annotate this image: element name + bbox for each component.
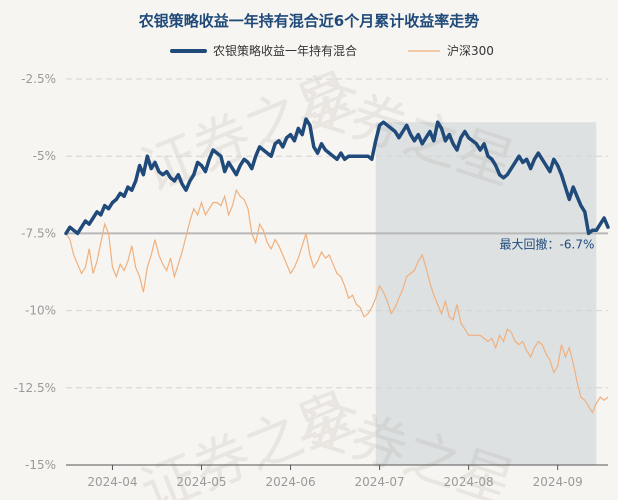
y-axis: -2.5% -5% -7.5% -10% -12.5% -15% xyxy=(14,72,56,472)
y-tick-label: -15% xyxy=(25,458,56,472)
legend-label-fund: 农银策略收益一年持有混合 xyxy=(213,43,357,58)
x-tick-label: 2024-06 xyxy=(265,475,315,489)
x-tick-label: 2024-04 xyxy=(87,475,137,489)
legend-label-index: 沪深300 xyxy=(447,44,494,58)
y-tick-label: -5% xyxy=(33,149,56,163)
x-tick-label: 2024-05 xyxy=(176,475,226,489)
y-tick-label: -10% xyxy=(25,304,56,318)
legend: 农银策略收益一年持有混合 沪深300 xyxy=(170,43,494,58)
x-tick-label: 2024-08 xyxy=(444,475,494,489)
max-drawdown-area xyxy=(375,122,597,466)
y-tick-label: -12.5% xyxy=(14,381,56,395)
max-drawdown-label: 最大回撤：-6.7% xyxy=(500,236,595,251)
y-tick-label: -2.5% xyxy=(21,72,56,86)
x-tick-label: 2024-09 xyxy=(533,475,583,489)
x-axis: 2024-04 2024-05 2024-06 2024-07 2024-08 2024-… xyxy=(87,465,583,489)
index-line xyxy=(65,188,609,414)
y-tick-label: -7.5% xyxy=(21,226,56,240)
x-tick-label: 2024-07 xyxy=(355,475,405,489)
fund-line xyxy=(64,117,610,236)
chart-title: 农银策略收益一年持有混合近6个月累计收益率走势 xyxy=(138,12,479,30)
